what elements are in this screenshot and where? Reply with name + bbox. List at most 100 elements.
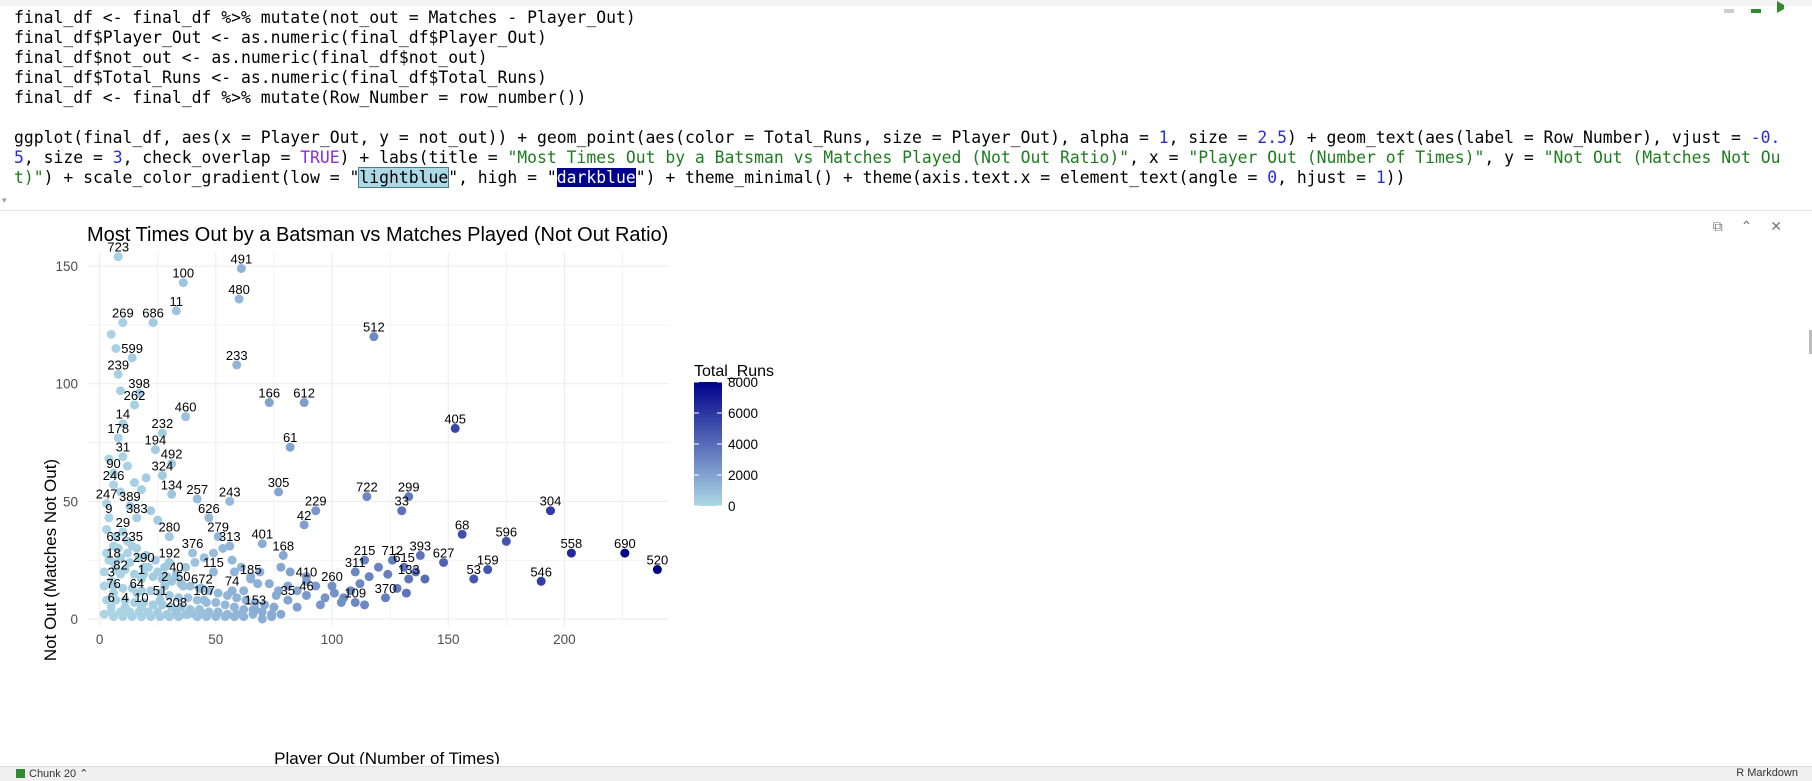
data-point: [232, 360, 242, 370]
data-point: [380, 593, 390, 603]
run-previous-chunks-icon[interactable]: [1750, 9, 1761, 13]
data-point: [292, 586, 302, 596]
x-tick-label: 0: [96, 632, 104, 647]
data-point: [129, 569, 139, 579]
data-label: 107: [193, 583, 215, 598]
scrollbar-thumb[interactable]: [1809, 330, 1812, 354]
data-point: [404, 492, 414, 502]
data-point: [278, 550, 288, 560]
data-label: 233: [226, 348, 248, 363]
data-point: [241, 595, 251, 605]
data-point: [178, 278, 188, 288]
data-label: 269: [112, 306, 134, 321]
data-point: [111, 595, 121, 605]
show-in-window-icon[interactable]: ⧉: [1712, 218, 1723, 234]
data-label: 42: [297, 508, 311, 523]
data-point: [102, 499, 112, 509]
data-point: [299, 398, 309, 408]
data-label: 4: [122, 590, 129, 605]
code-line-2: final_df$Player_Out <- as.numeric(final_…: [14, 28, 547, 47]
data-point: [397, 506, 407, 516]
data-point: [260, 600, 270, 610]
data-point: [132, 588, 142, 598]
chunk-settings-icon[interactable]: [1724, 9, 1735, 13]
data-label: 33: [395, 494, 409, 509]
data-point: [174, 593, 184, 603]
data-label: 723: [107, 240, 129, 255]
data-point: [99, 567, 109, 577]
data-label: 239: [107, 357, 129, 372]
data-label: 215: [354, 543, 376, 558]
data-point: [153, 567, 163, 577]
data-point: [239, 586, 249, 596]
data-point: [164, 557, 174, 567]
data-label: 68: [455, 517, 469, 532]
code-editor[interactable]: final_df <- final_df %>% mutate(not_out …: [0, 0, 1812, 211]
data-label: 401: [251, 527, 273, 542]
data-label: 1: [138, 562, 145, 577]
data-point: [181, 562, 191, 572]
data-point: [257, 539, 267, 549]
code-text[interactable]: final_df <- final_df %>% mutate(not_out …: [14, 8, 1794, 188]
data-label: 599: [121, 341, 143, 356]
data-point: [229, 612, 239, 622]
y-tick-label: 150: [55, 259, 78, 274]
data-label: 243: [219, 484, 241, 499]
data-point: [181, 412, 191, 422]
collapse-output-icon[interactable]: ⌃: [1740, 218, 1753, 234]
data-point: [162, 572, 172, 582]
data-point: [123, 548, 133, 558]
data-label: 672: [191, 571, 213, 586]
data-label: 40: [169, 560, 183, 575]
data-label: 383: [126, 501, 148, 516]
clear-output-icon[interactable]: ✕: [1770, 218, 1782, 234]
chunk-icon: [16, 769, 25, 778]
data-label: 460: [175, 400, 197, 415]
data-point: [129, 478, 139, 488]
data-point: [157, 470, 167, 480]
data-point: [183, 593, 193, 603]
data-point: [264, 579, 274, 589]
code-line-4: final_df$Total_Runs <- as.numeric(final_…: [14, 68, 547, 87]
data-point: [355, 579, 365, 589]
x-axis-ticks: 0 50 100 150 200: [96, 632, 576, 647]
data-point: [257, 614, 267, 624]
data-label: 520: [647, 553, 669, 568]
legend-title: Total_Runs: [694, 363, 774, 380]
x-tick-label: 50: [208, 632, 223, 647]
data-label: 178: [107, 421, 129, 436]
data-label: 376: [182, 536, 204, 551]
data-point: [185, 581, 195, 591]
data-label: 61: [283, 430, 297, 445]
data-point: [118, 452, 128, 462]
data-point: [218, 543, 228, 553]
x-tick-label: 100: [321, 632, 344, 647]
data-label: 168: [272, 538, 294, 553]
status-bar: Chunk 20 ⌃ R Markdown: [0, 766, 1812, 781]
data-point: [327, 581, 337, 591]
data-point: [536, 576, 546, 586]
data-point: [111, 532, 121, 542]
data-point: [104, 513, 114, 523]
y-tick-label: 50: [63, 494, 78, 509]
chunk-navigator[interactable]: Chunk 20 ⌃: [16, 767, 88, 780]
data-point: [483, 565, 493, 575]
data-point: [420, 574, 430, 584]
document-type[interactable]: R Markdown: [1736, 767, 1798, 779]
data-label: 166: [258, 386, 280, 401]
data-label: 393: [409, 538, 431, 553]
data-point: [199, 595, 209, 605]
data-label: 109: [344, 585, 366, 600]
data-label: 232: [152, 416, 174, 431]
data-point: [123, 461, 133, 471]
run-chunk-icon[interactable]: [1777, 1, 1794, 13]
data-point: [102, 525, 112, 535]
data-point: [374, 562, 383, 572]
data-point: [369, 332, 379, 342]
data-point: [109, 480, 119, 490]
data-label: 159: [477, 553, 499, 568]
data-point: [102, 548, 112, 558]
data-point: [299, 520, 309, 530]
data-label: 35: [281, 583, 295, 598]
fold-marker-icon[interactable]: ▾: [2, 195, 7, 205]
